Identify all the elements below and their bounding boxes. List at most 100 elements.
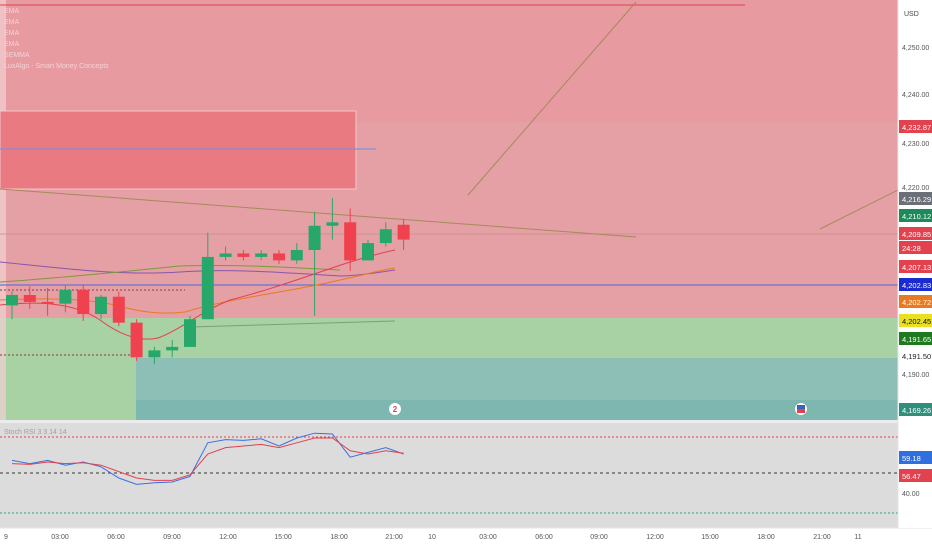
candle[interactable] <box>237 250 250 261</box>
candle-body <box>201 256 214 320</box>
osc-badge-label: 59.18 <box>902 454 921 463</box>
candle-body <box>344 222 357 261</box>
osc-badge: 59.18 <box>899 451 932 464</box>
candle[interactable] <box>6 291 18 320</box>
legend-item-ema-4[interactable]: EMA <box>4 41 20 48</box>
price-badge-label: 4,216.29 <box>902 195 931 204</box>
candle[interactable] <box>379 222 392 247</box>
price-badge: 24:28 <box>899 241 932 254</box>
candle-body <box>95 296 107 315</box>
candle[interactable] <box>201 232 214 320</box>
candle[interactable] <box>397 218 410 250</box>
price-badge: 4,202.72 <box>899 295 932 308</box>
discount-zone-left <box>0 358 136 420</box>
price-badge-label: 4,169.26 <box>902 406 931 415</box>
price-badge-label: 4,209.85 <box>902 230 931 239</box>
time-axis-label: 09:00 <box>590 534 608 541</box>
time-axis-label: 06:00 <box>535 534 553 541</box>
legend-item-semma[interactable]: SEMMA <box>4 52 30 59</box>
time-axis-label: 11 <box>854 534 861 541</box>
premium-zone-upper <box>0 0 898 122</box>
price-badge-label: 4,202.45 <box>902 317 931 326</box>
price-candles[interactable] <box>6 198 410 365</box>
equilibrium-zone <box>0 300 898 318</box>
candle[interactable] <box>112 291 125 327</box>
pane-separator[interactable] <box>0 420 898 423</box>
candle[interactable] <box>290 243 303 264</box>
candle[interactable] <box>273 250 285 264</box>
oscillator-pane <box>0 423 898 528</box>
time-axis[interactable] <box>0 528 932 550</box>
legend-item-smc[interactable]: LuxAlgo - Smart Money Concepts <box>4 63 109 70</box>
candle[interactable] <box>95 295 107 320</box>
candle[interactable] <box>255 250 268 261</box>
left-light-band <box>0 0 6 420</box>
price-badge: 4,191.65 <box>899 332 932 345</box>
price-axis-ticks: 4,250.00 4,240.00 4,230.00 4,220.00 4,190.00 <box>902 45 929 379</box>
time-axis-label: 18:00 <box>330 534 348 541</box>
osc-title: Stoch RSI 3 3 14 14 <box>4 429 67 436</box>
osc-badge: 56.47 <box>899 469 932 482</box>
candle[interactable] <box>166 340 179 358</box>
stoch-d-line <box>11 437 404 481</box>
price-badge: 4,209.85 <box>899 227 932 240</box>
candle-body <box>23 295 36 302</box>
svg-text:2: 2 <box>393 405 398 414</box>
candle[interactable] <box>308 211 321 316</box>
candle-body <box>148 350 161 358</box>
time-axis-label: 03:00 <box>51 534 69 541</box>
legend-item-ema-1[interactable]: EMA <box>4 8 20 15</box>
time-axis-label: 12:00 <box>219 534 237 541</box>
osc-axis-badges: 59.18 56.47 40.00 <box>899 451 932 498</box>
candle[interactable] <box>362 239 374 261</box>
price-badge: 4,216.29 <box>899 192 932 205</box>
price-badge: 4,232.87 <box>899 120 932 133</box>
price-badge: 4,210.12 <box>899 209 932 222</box>
candle-body <box>273 253 285 261</box>
candle[interactable] <box>184 315 196 347</box>
candle-body <box>308 225 321 250</box>
trendline-descending <box>0 188 637 238</box>
candle-body <box>130 322 143 358</box>
candle[interactable] <box>41 288 54 316</box>
price-tick-label: 4,250.00 <box>902 45 929 52</box>
price-badge: 4,202.83 <box>899 278 932 291</box>
bearish-order-block <box>0 110 357 190</box>
price-badge: 4,202.45 <box>899 314 932 327</box>
candle[interactable] <box>77 284 90 321</box>
candle-body <box>379 229 392 244</box>
candle-body <box>219 253 232 257</box>
candle[interactable] <box>23 286 36 309</box>
candle[interactable] <box>148 346 161 365</box>
price-badge-label: 4,210.12 <box>902 212 931 221</box>
legend-item-ema-2[interactable]: EMA <box>4 19 20 26</box>
price-badge-label: 4,202.83 <box>902 281 931 290</box>
event-marker-flag[interactable] <box>795 403 807 415</box>
time-axis-label: 10 <box>428 534 436 541</box>
candle[interactable] <box>130 319 143 361</box>
trendline-lower <box>189 320 396 328</box>
time-axis-label: 9 <box>4 534 8 541</box>
event-marker-1[interactable]: 2 <box>389 403 401 415</box>
candle[interactable] <box>344 208 357 271</box>
candle-body <box>184 319 196 347</box>
price-tick-label: 4,240.00 <box>902 92 929 99</box>
price-badge-label: 4,202.72 <box>902 298 931 307</box>
candle[interactable] <box>219 246 232 261</box>
candle-body <box>397 224 410 240</box>
candle[interactable] <box>326 198 339 240</box>
candle-body <box>290 250 303 261</box>
currency-label[interactable]: USD <box>904 11 919 18</box>
indicator-legend[interactable]: EMA EMA EMA EMA SEMMA LuxAlgo - Smart Mo… <box>4 6 109 72</box>
candle-body <box>77 289 90 315</box>
time-axis-label: 21:00 <box>813 534 831 541</box>
trendline-projection-2 <box>819 189 899 230</box>
candle[interactable] <box>59 284 72 313</box>
candle-body <box>362 243 374 261</box>
candle-body <box>166 346 179 351</box>
candle-body <box>237 253 250 257</box>
legend-item-ema-3[interactable]: EMA <box>4 30 20 37</box>
price-badge-label: 4,191.50 <box>902 352 931 361</box>
price-badge: 4,169.26 <box>899 403 932 416</box>
